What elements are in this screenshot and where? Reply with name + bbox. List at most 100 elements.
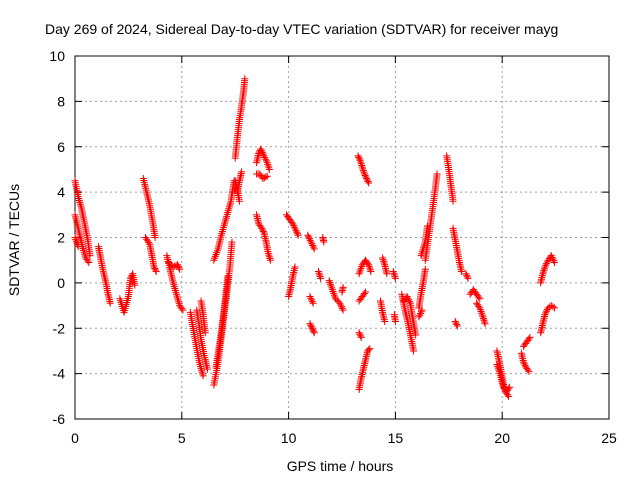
data-point-marker bbox=[329, 287, 337, 295]
data-point-marker bbox=[305, 235, 313, 243]
data-point-marker bbox=[380, 257, 388, 265]
data-point-marker bbox=[307, 323, 315, 331]
data-point-marker bbox=[75, 196, 83, 204]
data-point-marker bbox=[366, 266, 374, 274]
data-point-marker bbox=[463, 273, 471, 281]
data-point-marker bbox=[379, 254, 387, 262]
data-point-marker bbox=[550, 257, 558, 265]
y-tick-label: 4 bbox=[57, 184, 65, 200]
data-point-marker bbox=[292, 227, 300, 235]
data-point-marker bbox=[151, 266, 159, 274]
data-point-marker bbox=[357, 158, 365, 166]
data-point-marker bbox=[169, 263, 177, 271]
data-point-marker bbox=[379, 256, 387, 264]
data-point-marker bbox=[309, 326, 317, 334]
data-point-marker bbox=[360, 168, 368, 176]
data-point-marker bbox=[306, 236, 314, 244]
data-point-marker bbox=[150, 263, 158, 271]
data-point-marker bbox=[477, 307, 485, 315]
data-point-marker bbox=[357, 332, 365, 340]
data-point-marker bbox=[333, 296, 341, 304]
data-point-marker bbox=[362, 173, 370, 181]
x-tick-label: 25 bbox=[601, 430, 617, 446]
data-point-marker bbox=[174, 262, 182, 270]
data-point-marker bbox=[524, 366, 532, 374]
data-point-marker bbox=[307, 238, 315, 246]
data-point-marker bbox=[304, 231, 312, 239]
data-point-marker bbox=[74, 243, 82, 251]
data-point-marker bbox=[363, 175, 371, 183]
data-point-marker bbox=[260, 174, 268, 182]
data-point-marker bbox=[201, 329, 209, 337]
data-point-marker bbox=[479, 313, 487, 321]
data-point-marker bbox=[520, 360, 528, 368]
data-point-marker bbox=[337, 303, 345, 311]
data-point-marker bbox=[71, 234, 79, 241]
data-point-marker bbox=[218, 227, 226, 235]
data-point-marker bbox=[226, 199, 234, 207]
data-point-marker bbox=[76, 198, 84, 206]
data-point-marker bbox=[85, 258, 93, 266]
data-point-marker bbox=[366, 264, 374, 272]
data-point-marker bbox=[116, 297, 124, 305]
y-tick-label: 10 bbox=[49, 48, 65, 64]
data-point-marker bbox=[453, 320, 461, 328]
y-tick-label: 0 bbox=[57, 275, 65, 291]
data-point-marker bbox=[338, 304, 346, 312]
data-point-marker bbox=[261, 154, 269, 162]
data-point-marker bbox=[173, 292, 181, 300]
data-point-marker bbox=[359, 167, 367, 175]
data-point-marker bbox=[493, 361, 501, 369]
y-axis-title: SDTVAR / TECUs bbox=[6, 184, 22, 296]
data-point-marker bbox=[542, 309, 550, 317]
data-point-marker bbox=[364, 178, 372, 186]
data-point-marker bbox=[358, 163, 366, 171]
data-point-marker bbox=[309, 243, 317, 251]
data-point-marker bbox=[170, 281, 178, 289]
data-point-marker bbox=[359, 165, 367, 173]
data-point-marker bbox=[306, 292, 314, 300]
data-point-marker bbox=[541, 263, 549, 271]
data-point-marker bbox=[176, 265, 184, 273]
data-point-marker bbox=[480, 316, 488, 324]
data-point-marker bbox=[478, 309, 486, 317]
data-point-marker bbox=[494, 362, 502, 370]
data-point-marker bbox=[74, 241, 82, 249]
data-point-marker bbox=[171, 286, 179, 294]
data-point-marker bbox=[291, 263, 299, 271]
data-point-marker bbox=[495, 368, 503, 376]
grid-layer bbox=[75, 56, 609, 419]
data-point-marker bbox=[325, 277, 333, 285]
data-point-marker bbox=[294, 230, 301, 238]
data-point-marker bbox=[480, 315, 488, 323]
data-point-marker bbox=[356, 266, 364, 274]
data-point-marker bbox=[357, 333, 365, 341]
data-point-marker bbox=[433, 170, 441, 178]
data-point-marker bbox=[328, 284, 336, 292]
data-point-marker bbox=[196, 362, 204, 370]
data-point-marker bbox=[171, 285, 179, 293]
data-point-marker bbox=[265, 253, 273, 261]
data-point-marker bbox=[225, 203, 233, 211]
data-point-marker bbox=[262, 157, 270, 165]
data-point-marker bbox=[421, 265, 429, 273]
data-point-marker bbox=[365, 261, 373, 269]
data-point-marker bbox=[332, 295, 340, 303]
data-point-marker bbox=[224, 209, 232, 217]
data-point-marker bbox=[241, 75, 249, 83]
data-point-marker bbox=[383, 270, 391, 278]
data-point-marker bbox=[222, 216, 230, 224]
x-tick-label: 20 bbox=[494, 430, 510, 446]
y-tick-label: -6 bbox=[53, 411, 66, 427]
data-point-marker bbox=[197, 364, 205, 372]
chart-title: Day 269 of 2024, Sidereal Day-to-day VTE… bbox=[45, 21, 558, 37]
data-point-marker bbox=[525, 335, 533, 343]
data-point-marker bbox=[380, 259, 388, 267]
data-point-marker bbox=[76, 200, 84, 208]
data-point-marker bbox=[170, 283, 178, 291]
data-point-marker bbox=[224, 272, 232, 280]
data-point-marker bbox=[235, 197, 243, 205]
data-point-marker bbox=[356, 156, 364, 164]
data-point-marker bbox=[172, 290, 180, 298]
data-point-marker bbox=[258, 148, 266, 156]
